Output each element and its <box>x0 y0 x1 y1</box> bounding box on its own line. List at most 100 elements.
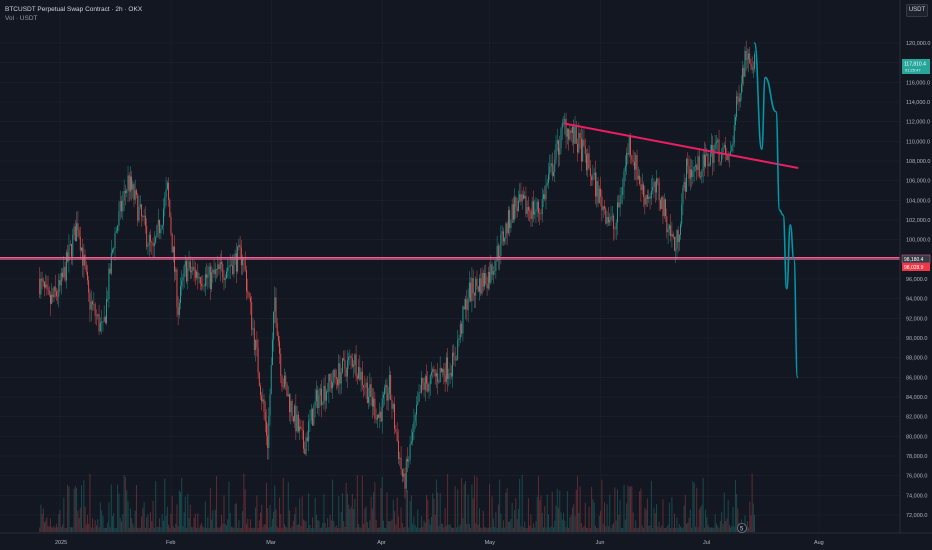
candle <box>600 176 602 207</box>
volume-bar <box>643 527 645 532</box>
volume-bar <box>439 492 441 532</box>
candle <box>104 315 106 325</box>
candle <box>176 267 178 317</box>
candle <box>45 274 47 290</box>
candle <box>74 220 76 242</box>
time-axis[interactable]: 2025 Feb Mar Apr May Jun Jul Aug <box>55 540 824 546</box>
volume-bar <box>180 492 182 532</box>
candle <box>387 386 389 411</box>
volume-bar <box>614 487 616 532</box>
candle <box>301 420 303 440</box>
candle <box>711 133 713 157</box>
candle <box>670 214 672 242</box>
candle <box>501 225 503 246</box>
volume-bar <box>375 519 377 532</box>
volume-bar <box>640 488 642 532</box>
volume-bar <box>628 487 630 532</box>
candle <box>418 383 420 402</box>
volume-bar <box>305 521 307 532</box>
volume-bar <box>381 476 383 532</box>
currency-unit-button[interactable]: USDT <box>906 4 928 17</box>
volume-bar <box>361 475 363 532</box>
volume-legend[interactable]: Vol · USDT <box>5 15 38 22</box>
candle <box>698 148 700 179</box>
candle <box>495 258 497 279</box>
timezone-icon[interactable]: 5 <box>737 523 747 533</box>
volume-bar <box>166 506 168 532</box>
candle <box>417 391 419 406</box>
volume-bar <box>176 504 178 532</box>
candle <box>150 229 151 252</box>
candle <box>630 132 631 164</box>
volume-bar <box>506 488 508 532</box>
candle <box>749 47 751 64</box>
candle <box>639 169 641 186</box>
candle <box>171 232 173 253</box>
candle <box>559 135 561 167</box>
projection-path[interactable] <box>753 42 799 379</box>
candle <box>553 164 554 177</box>
candle <box>443 363 445 385</box>
volume-bar <box>366 522 368 532</box>
candle <box>398 429 399 464</box>
candle <box>148 231 150 257</box>
candle <box>134 179 136 205</box>
volume-bar <box>630 486 632 532</box>
volume-bar <box>502 520 504 532</box>
volume-bar <box>440 523 442 532</box>
volume-bar <box>593 502 595 532</box>
volume-bar <box>353 509 355 532</box>
descending-trendline[interactable] <box>563 122 799 169</box>
volume-bar <box>181 477 183 532</box>
volume-bar <box>201 522 203 532</box>
volume-bar <box>102 516 104 532</box>
volume-bar <box>349 508 351 532</box>
volume-bar <box>162 520 164 532</box>
candle <box>445 352 447 385</box>
volume-bar <box>422 526 424 532</box>
candle <box>566 127 568 145</box>
volume-bar <box>150 512 152 532</box>
candle <box>182 273 184 290</box>
volume-bar <box>296 524 298 532</box>
symbol-title[interactable]: BTCUSDT Perpetual Swap Contract · 2h · O… <box>5 6 143 13</box>
volume-bar <box>240 527 242 532</box>
time-tick-label: Apr <box>377 540 386 546</box>
candle <box>137 192 139 226</box>
candle <box>355 345 357 382</box>
volume-bar <box>654 513 656 532</box>
price-tick-label: 82,000.0 <box>906 415 927 421</box>
volume-bar <box>569 517 571 532</box>
candle <box>321 379 322 418</box>
horizontal-lines[interactable] <box>0 257 900 260</box>
candle <box>637 166 639 180</box>
candle <box>453 344 455 366</box>
volume-bar <box>591 486 593 532</box>
candle <box>337 377 338 389</box>
volume-bar <box>732 506 734 532</box>
candle <box>160 224 162 240</box>
candle <box>506 221 508 246</box>
volume-bar <box>67 484 69 532</box>
price-tick-label: 112,000.0 <box>906 120 930 126</box>
volume-bar <box>356 475 358 532</box>
time-tick-label: 2025 <box>55 540 67 546</box>
volume-bar <box>594 525 596 532</box>
candle <box>373 388 375 416</box>
volume-bar <box>390 521 392 532</box>
volume-bar <box>437 492 439 532</box>
volume-bar <box>211 519 213 532</box>
volume-bar <box>672 527 674 532</box>
projected-price-path[interactable] <box>753 42 799 379</box>
candle <box>535 197 537 224</box>
volume-bar <box>285 526 287 532</box>
trendline[interactable] <box>563 122 799 169</box>
volume-bar <box>346 493 348 532</box>
volume-bar <box>565 527 567 532</box>
candle <box>440 367 442 373</box>
candle <box>312 407 314 426</box>
candle <box>169 198 171 218</box>
volume-bar <box>657 526 659 532</box>
candle <box>676 228 678 259</box>
